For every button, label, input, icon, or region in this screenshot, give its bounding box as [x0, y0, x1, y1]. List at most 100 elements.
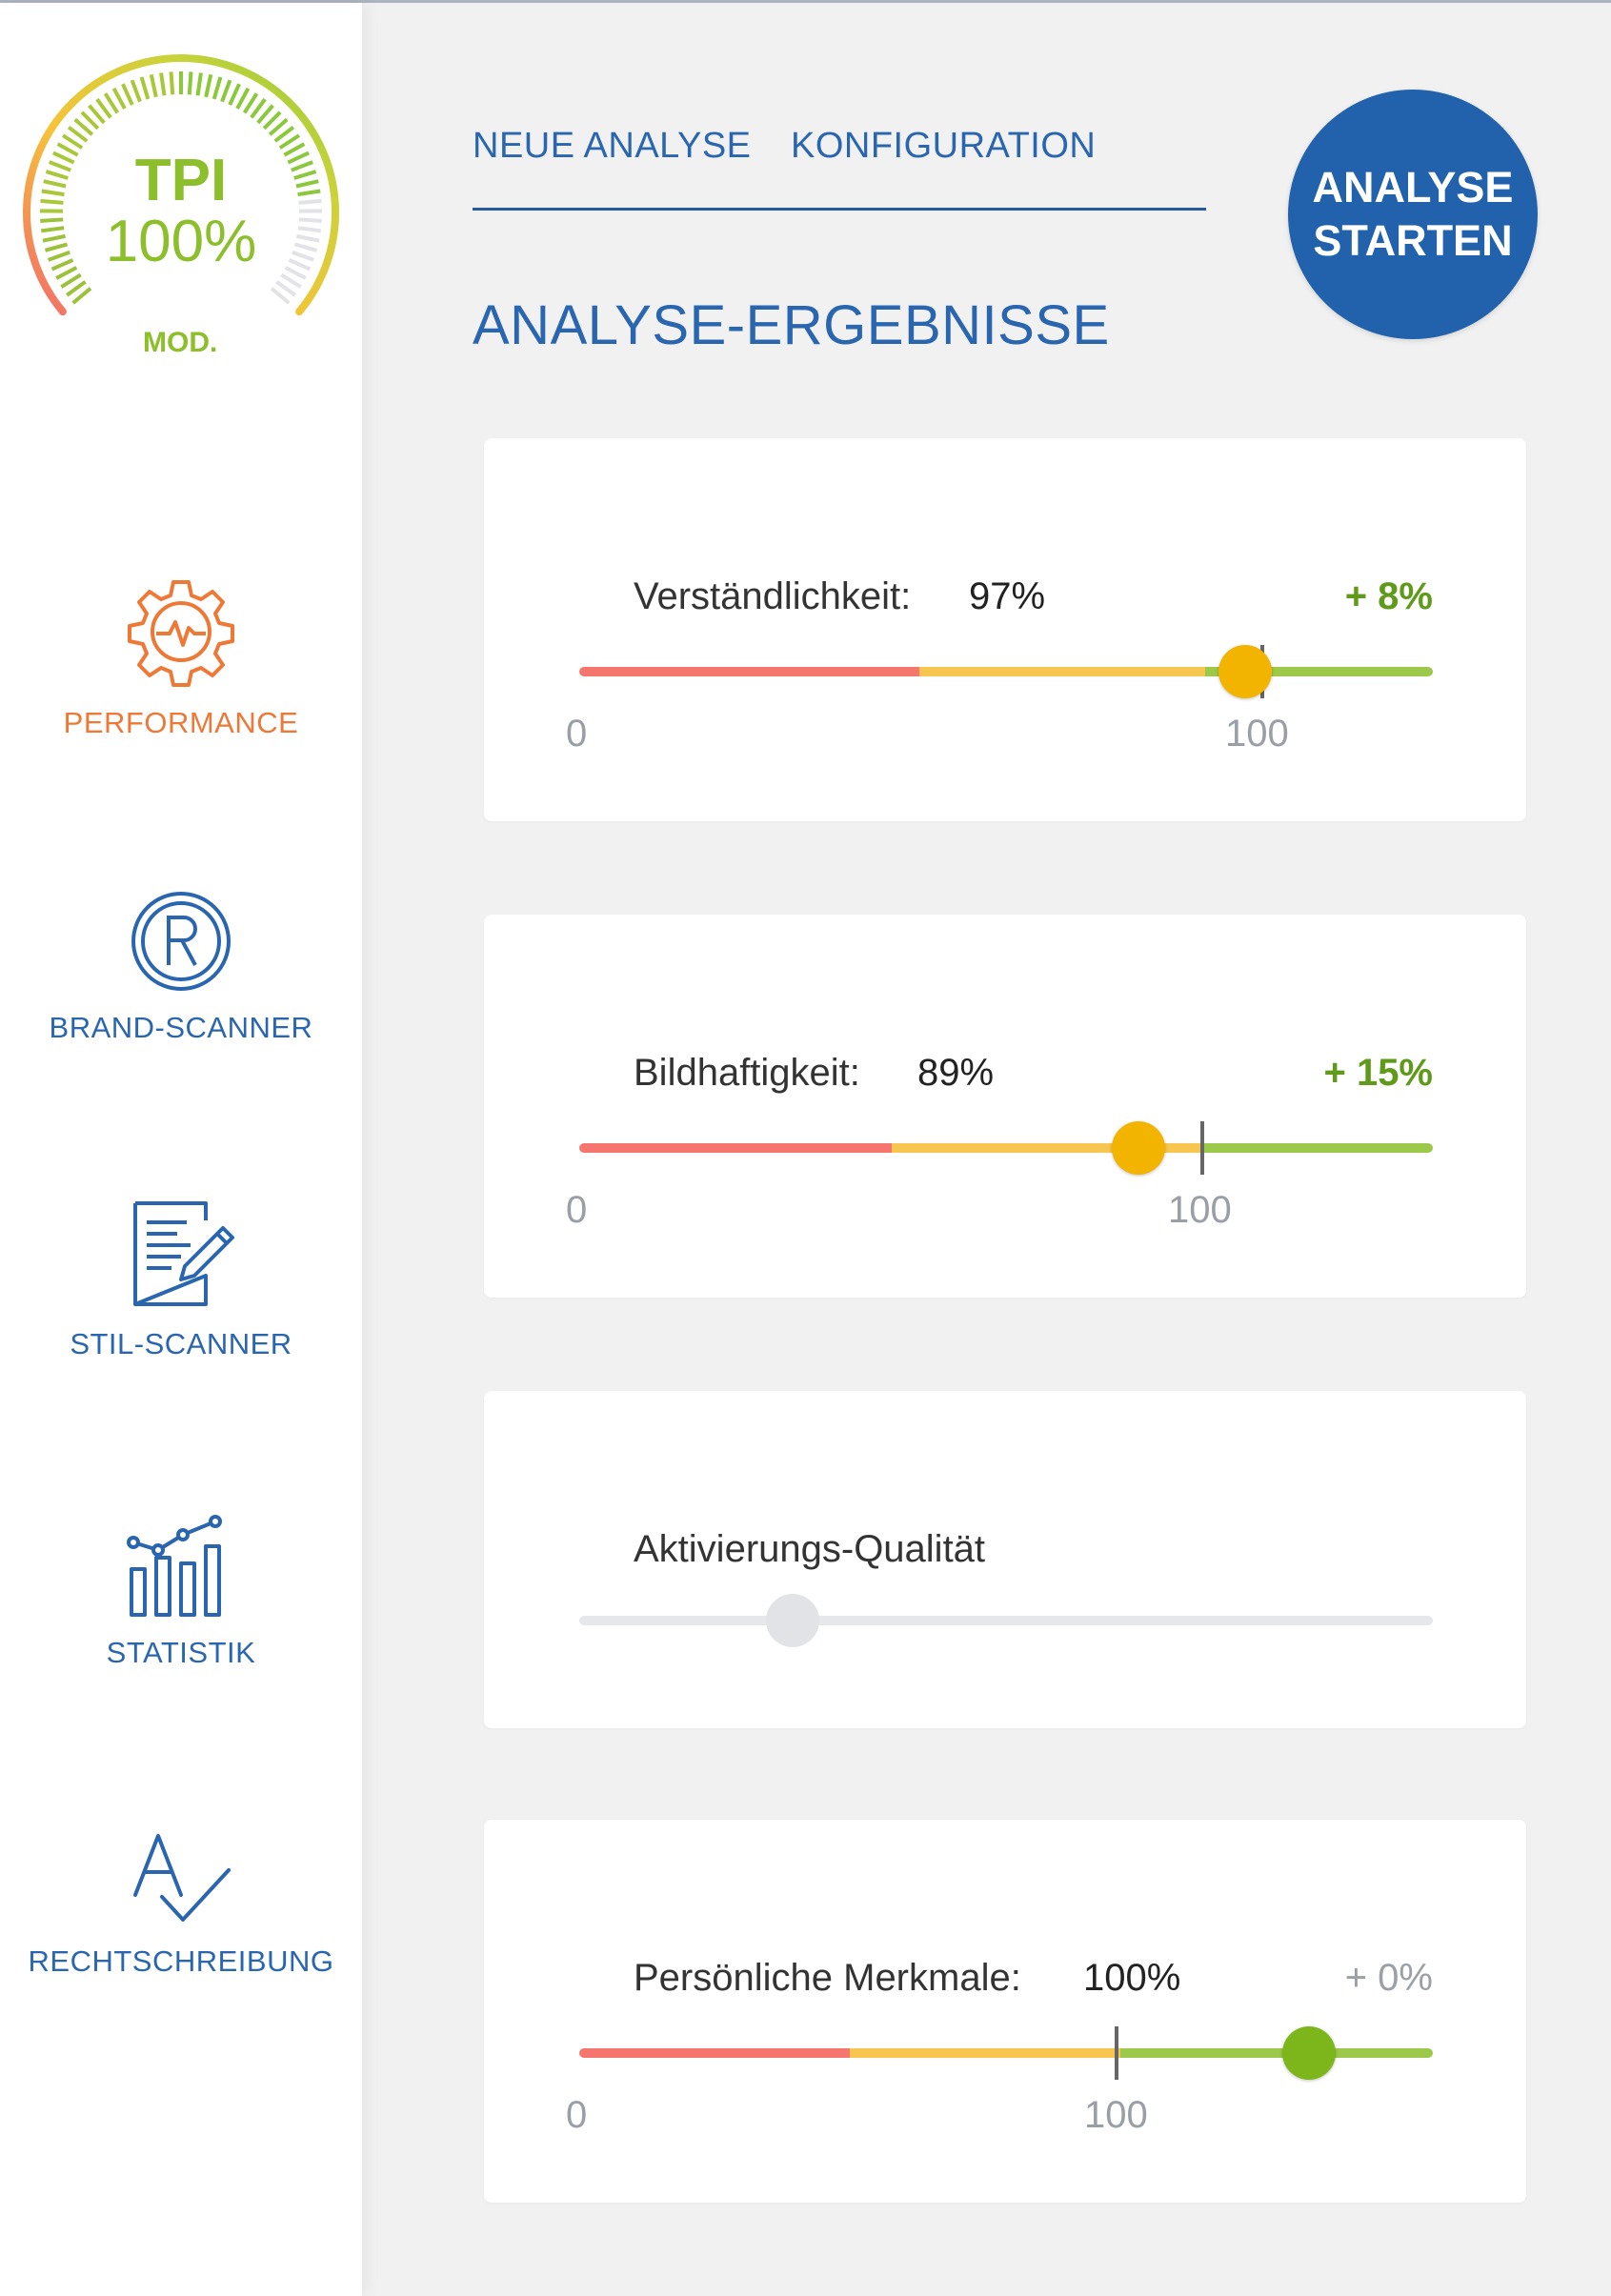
metric-label: Aktivierungs-Qualität — [634, 1528, 986, 1570]
gauge-tick — [291, 160, 313, 172]
gauge-tick — [278, 133, 301, 150]
gauge-tick — [47, 250, 70, 262]
tab-konfiguration[interactable]: KONFIGURATION — [791, 126, 1097, 166]
reference-marker — [1200, 1121, 1205, 1175]
metric-card-verstaendlichkeit: Verständlichkeit: 97% + 8% 0 100 — [484, 438, 1526, 821]
metric-label: Verständlichkeit: — [634, 575, 912, 617]
sidebar-item-statistik[interactable]: STATISTIK — [0, 1514, 362, 1670]
gauge-tick — [275, 280, 297, 297]
gear-pulse-icon — [128, 580, 234, 687]
gauge-tick — [88, 104, 106, 125]
gauge-mode: MOD. — [143, 327, 218, 358]
sidebar-item-rechtschreibung[interactable]: RECHTSCHREIBUNG — [0, 1832, 362, 1979]
metric-label: Bildhaftigkeit: — [634, 1052, 860, 1094]
gauge-tick — [242, 92, 259, 114]
gauge-tick — [250, 97, 267, 119]
gauge-tick — [298, 217, 322, 223]
gauge-tick — [149, 73, 158, 98]
gauge-tick — [287, 151, 310, 165]
gauge-tick — [44, 242, 69, 252]
gauge-tick — [67, 125, 89, 143]
score-knob[interactable] — [1282, 2026, 1337, 2080]
button-label-line-2: STARTEN — [1313, 216, 1513, 265]
sidebar-item-label: BRAND-SCANNER — [49, 1011, 313, 1044]
gauge-tick — [297, 226, 321, 233]
gauge-tick — [40, 198, 64, 205]
gauge-tick — [298, 198, 322, 205]
metric-delta: + 8% — [1344, 575, 1433, 617]
gauge-tick — [73, 117, 94, 136]
gauge-tick — [56, 142, 79, 157]
tpi-gauge: TPI 100% MOD. — [19, 50, 343, 374]
track-segment-red — [579, 2048, 850, 2058]
tab-underline — [473, 208, 1206, 211]
gauge-tick — [270, 287, 291, 305]
sidebar-item-label: STIL-SCANNER — [70, 1327, 292, 1360]
gauge-tick — [268, 117, 289, 136]
gauge-tick — [297, 189, 321, 197]
button-label-line-1: ANALYSE — [1312, 163, 1514, 211]
gauge-tick — [159, 72, 167, 96]
metric-delta: + 15% — [1323, 1052, 1433, 1094]
gauge-tick — [262, 111, 282, 131]
axis-min-label: 0 — [566, 1189, 588, 1231]
sidebar: TPI 100% MOD. PERFORMANCE BRAND-SCANNER — [0, 3, 362, 2296]
track-segment-red — [579, 1143, 892, 1153]
gauge-tick — [288, 258, 312, 272]
score-knob[interactable] — [1218, 645, 1272, 698]
gauge-tick — [43, 179, 67, 189]
gauge-tick — [121, 83, 134, 106]
score-track — [579, 1143, 1433, 1153]
track-segment-yellow — [850, 2048, 1120, 2058]
gauge-tick — [139, 76, 151, 100]
gauge-tick — [283, 142, 306, 157]
sidebar-item-label: RECHTSCHREIBUNG — [28, 1944, 334, 1978]
axis-min-label: 0 — [566, 2094, 588, 2136]
gauge-tick — [45, 170, 69, 180]
sidebar-item-performance[interactable]: PERFORMANCE — [0, 574, 362, 740]
sidebar-item-brand-scanner[interactable]: BRAND-SCANNER — [0, 889, 362, 1045]
spellcheck-icon — [133, 1834, 231, 1922]
track-segment-yellow — [892, 1143, 1202, 1153]
metric-value: 89% — [917, 1052, 995, 1094]
section-title: ANALYSE-ERGEBNISSE — [473, 294, 1110, 356]
tab-neue-analyse[interactable]: NEUE ANALYSE — [473, 126, 752, 166]
track-segment-green — [1202, 1143, 1433, 1153]
gauge-tick — [55, 266, 78, 280]
tab-bar: NEUE ANALYSE KONFIGURATION — [473, 126, 1206, 211]
bar-chart-icon — [127, 1515, 222, 1617]
gauge-tick — [41, 226, 65, 233]
axis-min-label: 0 — [566, 713, 588, 755]
gauge-value: 100% — [105, 209, 257, 274]
score-knob[interactable] — [1111, 1121, 1165, 1175]
gauge-tick — [187, 71, 193, 95]
gauge-tick — [52, 151, 75, 165]
track-segment-green — [1205, 667, 1433, 676]
gauge-tick — [41, 189, 65, 197]
sidebar-item-label: STATISTIK — [106, 1636, 256, 1669]
gauge-tick — [80, 111, 100, 131]
analyse-starten-button[interactable]: ANALYSE STARTEN — [1288, 90, 1538, 339]
document-pen-icon — [133, 1201, 234, 1306]
track-segment-yellow — [919, 667, 1205, 676]
axis-max-label: 100 — [1225, 713, 1289, 755]
gauge-tick — [61, 133, 84, 150]
sidebar-item-stil-scanner[interactable]: STIL-SCANNER — [0, 1199, 362, 1361]
gauge-tick — [169, 71, 175, 95]
gauge-tick — [111, 87, 127, 110]
axis-max-label: 100 — [1168, 1189, 1232, 1231]
reference-marker — [1115, 2026, 1119, 2080]
score-track — [579, 667, 1433, 676]
gauge-tick — [50, 258, 74, 272]
metric-label: Persönliche Merkmale: — [634, 1957, 1021, 1999]
gauge-tick — [130, 79, 142, 103]
gauge-tick — [60, 272, 82, 289]
metric-card-aktivierungs-qualitaet: Aktivierungs-Qualität — [484, 1391, 1526, 1728]
axis-max-label: 100 — [1084, 2094, 1148, 2136]
gauge-tick — [71, 287, 92, 305]
gauge-tick — [296, 233, 320, 243]
registered-icon — [131, 892, 231, 991]
gauge-tick — [211, 76, 223, 100]
gauge-tick — [65, 280, 87, 297]
score-knob[interactable] — [766, 1594, 819, 1647]
